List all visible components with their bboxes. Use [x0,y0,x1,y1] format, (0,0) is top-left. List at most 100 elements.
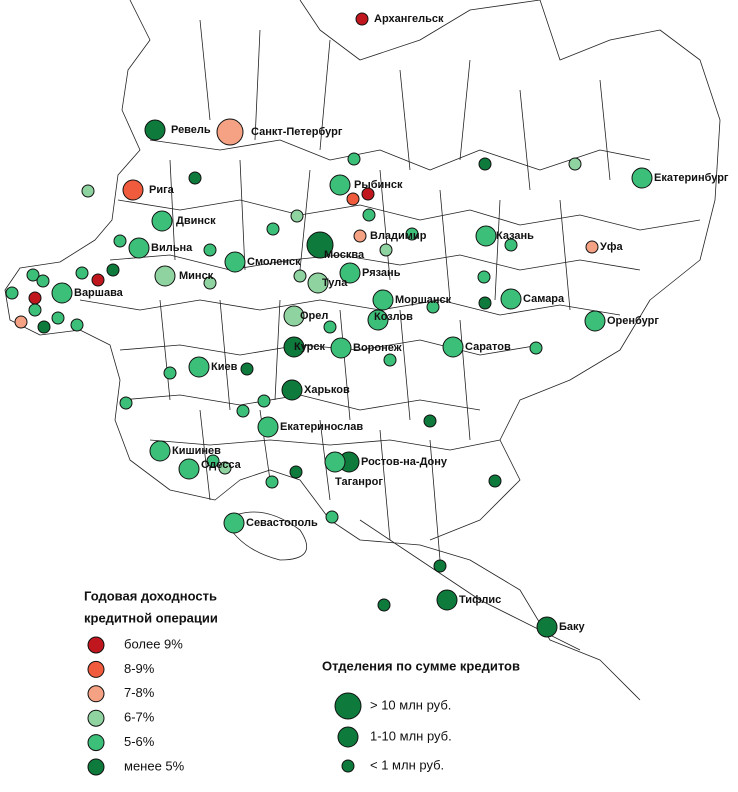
city-marker [5,286,19,300]
legend-swatch [87,685,105,703]
city-label: Варшава [74,287,124,299]
city-marker [423,414,437,428]
border [224,511,581,651]
city-label: Минск [179,270,214,282]
legend-size-swatch [341,759,355,773]
city-marker [163,366,177,380]
city-marker [631,167,653,189]
city-marker [504,238,518,252]
legend-size-swatch [334,692,362,720]
city-marker [240,362,254,376]
city-marker [289,465,303,479]
city-marker [325,510,339,524]
city-label: Воронеж [353,342,402,354]
city-marker [477,270,491,284]
city-label: Саратов [465,341,511,353]
city-marker [28,303,42,317]
city-marker [81,184,95,198]
legend-swatch [87,734,105,752]
city-label: Орел [300,310,328,322]
city-marker [488,474,502,488]
city-marker [218,461,232,475]
city-marker [113,234,127,248]
city-marker [377,598,391,612]
city-label: Смоленск [247,256,301,268]
city-marker [91,273,105,287]
city-label: Архангельск [374,13,444,25]
city-label: Кишинев [172,445,221,457]
city-marker [283,336,305,358]
city-marker [372,289,394,311]
legend-label: 1-10 млн руб. [370,728,452,743]
city-marker [216,118,244,146]
city-marker [223,512,245,534]
city-marker [568,157,582,171]
city-marker [478,157,492,171]
city-marker [324,451,346,473]
city-marker [51,282,73,304]
legend-label: 6-7% [124,710,155,725]
city-marker [293,269,307,283]
border [79,139,701,451]
city-marker [144,119,166,141]
city-marker [203,276,217,290]
city-label: Оренбург [607,315,659,327]
markers [5,12,653,638]
legend-label: более 9% [124,636,183,651]
city-marker [128,237,150,259]
city-marker [206,454,220,468]
city-marker [119,396,133,410]
city-marker [330,337,352,359]
city-label: Козлов [374,311,413,323]
city-marker [203,243,217,257]
city-label: Харьков [304,384,350,396]
legend-swatch [87,660,105,678]
legend-swatch [87,709,105,727]
city-marker [266,222,280,236]
city-marker [178,458,200,480]
city-label: Санкт-Петербург [251,126,343,138]
city-marker [149,440,171,462]
city-marker [14,315,28,329]
city-marker [585,240,599,254]
city-label: Самара [523,293,565,305]
city-label: Уфа [600,241,623,253]
legend-title: Отделения по сумме кредитов [322,658,520,673]
city-label: Таганрог [335,476,383,488]
city-label: Ревель [171,124,211,136]
city-marker [306,231,334,259]
city-marker [347,152,361,166]
city-label: Двинск [176,215,216,227]
city-labels: Архангельск Ревель Санкт-Петербург Рига Двин… [74,13,729,633]
city-marker [265,475,279,489]
city-marker [70,318,84,332]
city-marker [346,192,360,206]
city-label: Севастополь [246,517,318,529]
city-label: Казань [496,230,534,242]
city-marker [154,265,176,287]
border [4,0,641,701]
city-label: Рыбинск [354,179,403,191]
city-marker [442,336,464,358]
city-marker [362,208,376,222]
city-marker [436,589,458,611]
city-marker [500,288,522,310]
city-marker [122,179,144,201]
city-label: Баку [559,621,586,633]
city-marker [257,394,271,408]
city-marker [383,353,397,367]
city-marker [37,320,51,334]
city-marker [475,225,497,247]
city-marker [339,262,361,284]
city-marker [355,12,369,26]
city-label: Екатеринослав [280,421,363,433]
city-marker [323,320,337,334]
city-marker [367,309,389,331]
legend-title: кредитной операции [84,610,218,625]
legend-swatch [87,636,105,654]
legend-label: < 1 млн руб. [370,757,444,772]
city-marker [433,559,447,573]
legend-size: Отделения по сумме кредитов > 10 млн руб… [322,658,520,773]
city-label: Вильна [151,242,193,254]
